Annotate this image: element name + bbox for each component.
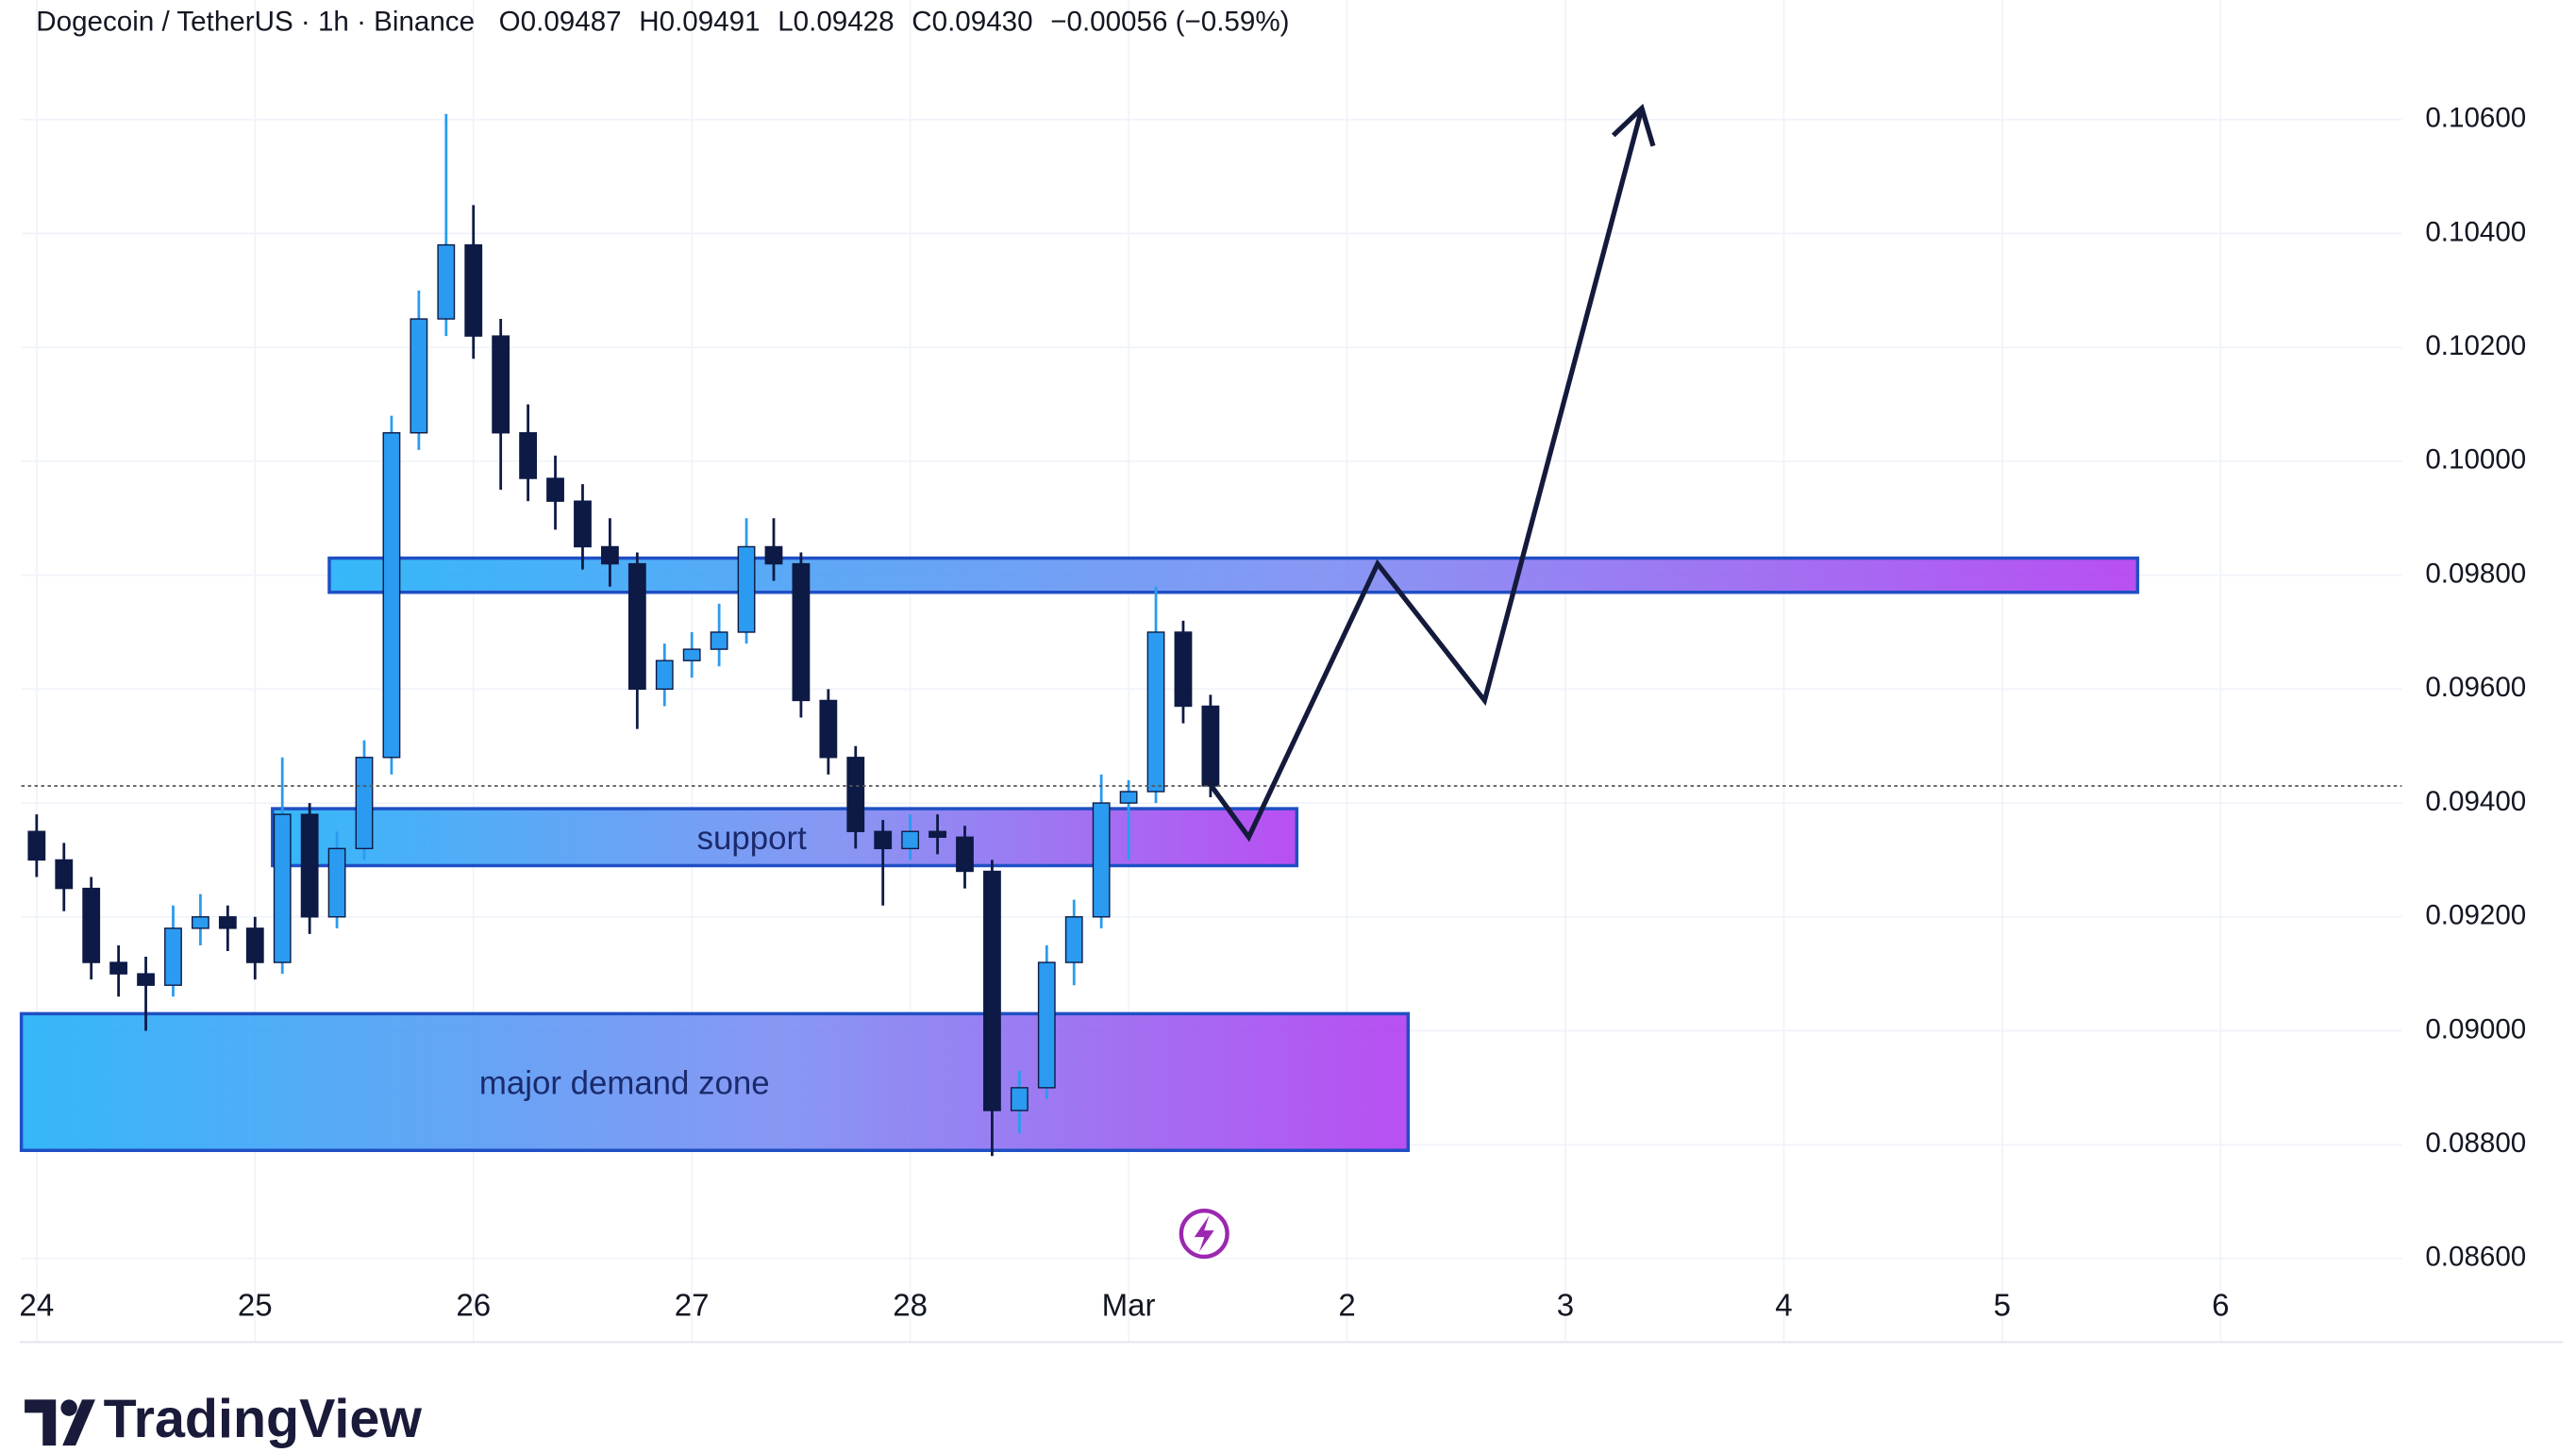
candle-body (1064, 916, 1083, 963)
x-tick-label: 6 (2212, 1289, 2229, 1324)
candle-body (546, 477, 564, 502)
y-tick-label: 0.08800 (2425, 1127, 2526, 1159)
candle-body (437, 243, 456, 320)
brand: TradingView (104, 1389, 423, 1448)
zone-label: support (697, 820, 807, 857)
candle-body (164, 927, 182, 986)
candle-body (245, 927, 264, 963)
x-tick-label: 28 (893, 1289, 928, 1324)
candle-body (1146, 631, 1165, 793)
candle-body (627, 562, 646, 691)
candle-body (492, 335, 510, 434)
candle-body (874, 830, 893, 850)
candle-body (737, 545, 756, 633)
zone (271, 807, 1299, 868)
candle-body (983, 870, 1001, 1111)
candle-body (710, 631, 728, 650)
change-text: −0.00056 (−0.59%) (1050, 6, 1289, 37)
x-tick-label: 5 (1994, 1289, 2011, 1324)
y-tick-label: 0.10600 (2425, 103, 2526, 134)
zone (19, 1011, 1411, 1152)
x-tick-label: 24 (19, 1289, 54, 1324)
x-tick-label: 3 (1557, 1289, 1574, 1324)
candle-body (192, 916, 209, 929)
events-icon[interactable] (1179, 1209, 1229, 1260)
candle-body (600, 545, 619, 565)
x-tick-label: 26 (456, 1289, 491, 1324)
candle-body (464, 243, 483, 337)
projection-path (1205, 108, 1645, 843)
candle-body (82, 887, 101, 963)
candle-body (382, 432, 401, 759)
logo[interactable]: TradingView (25, 1389, 423, 1449)
zone (327, 556, 2140, 594)
title-text: Dogecoin / TetherUS · 1h · Binance (36, 6, 475, 37)
candle-body (1119, 791, 1138, 804)
candle-body (1174, 631, 1193, 708)
candle-body (956, 836, 974, 873)
projection-arrowhead (1611, 103, 1656, 147)
candle-body (792, 562, 811, 702)
chart-title: Dogecoin / TetherUS · 1h · Binance O0.09… (36, 6, 1289, 37)
x-tick-label: 25 (238, 1289, 273, 1324)
y-tick-label: 0.10400 (2425, 216, 2526, 247)
low-text: L0.09428 (778, 6, 894, 37)
candle-body (109, 961, 128, 975)
candle-body (1092, 802, 1111, 918)
candle-body (218, 916, 237, 929)
candle-body (928, 830, 946, 838)
candle-body (519, 432, 538, 479)
y-tick-label: 0.09800 (2425, 558, 2526, 589)
candle-body (55, 859, 74, 890)
candle-body (137, 973, 155, 986)
candle-body (273, 813, 292, 963)
candle-body (1010, 1087, 1029, 1111)
y-tick-label: 0.09000 (2425, 1013, 2526, 1044)
candle-body (655, 660, 674, 691)
candle-body (327, 847, 346, 918)
close-text: C0.09430 (912, 6, 1032, 37)
candle-body (27, 830, 46, 861)
x-tick-label: 27 (675, 1289, 710, 1324)
y-tick-label: 0.09200 (2425, 900, 2526, 931)
x-tick-label: 2 (1338, 1289, 1355, 1324)
y-tick-label: 0.09600 (2425, 672, 2526, 703)
y-tick-label: 0.10200 (2425, 330, 2526, 361)
candle-body (355, 757, 374, 850)
open-text: O0.09487 (499, 6, 622, 37)
high-text: H0.09491 (639, 6, 760, 37)
candle-body (1037, 961, 1056, 1089)
candle-body (410, 318, 428, 434)
candle-body (300, 813, 319, 918)
candle-body (846, 757, 865, 832)
y-tick-label: 0.08600 (2425, 1242, 2526, 1273)
x-tick-label: Mar (1102, 1289, 1156, 1324)
y-tick-label: 0.10000 (2425, 444, 2526, 476)
candle-body (819, 699, 838, 759)
x-tick-label: 4 (1775, 1289, 1792, 1324)
candle-body (574, 500, 592, 548)
candle-body (764, 545, 783, 565)
y-tick-label: 0.09400 (2425, 786, 2526, 817)
candle-body (1201, 705, 1220, 787)
zone-label: major demand zone (479, 1065, 770, 1102)
candle-body (682, 648, 701, 661)
candle-body (901, 830, 920, 850)
